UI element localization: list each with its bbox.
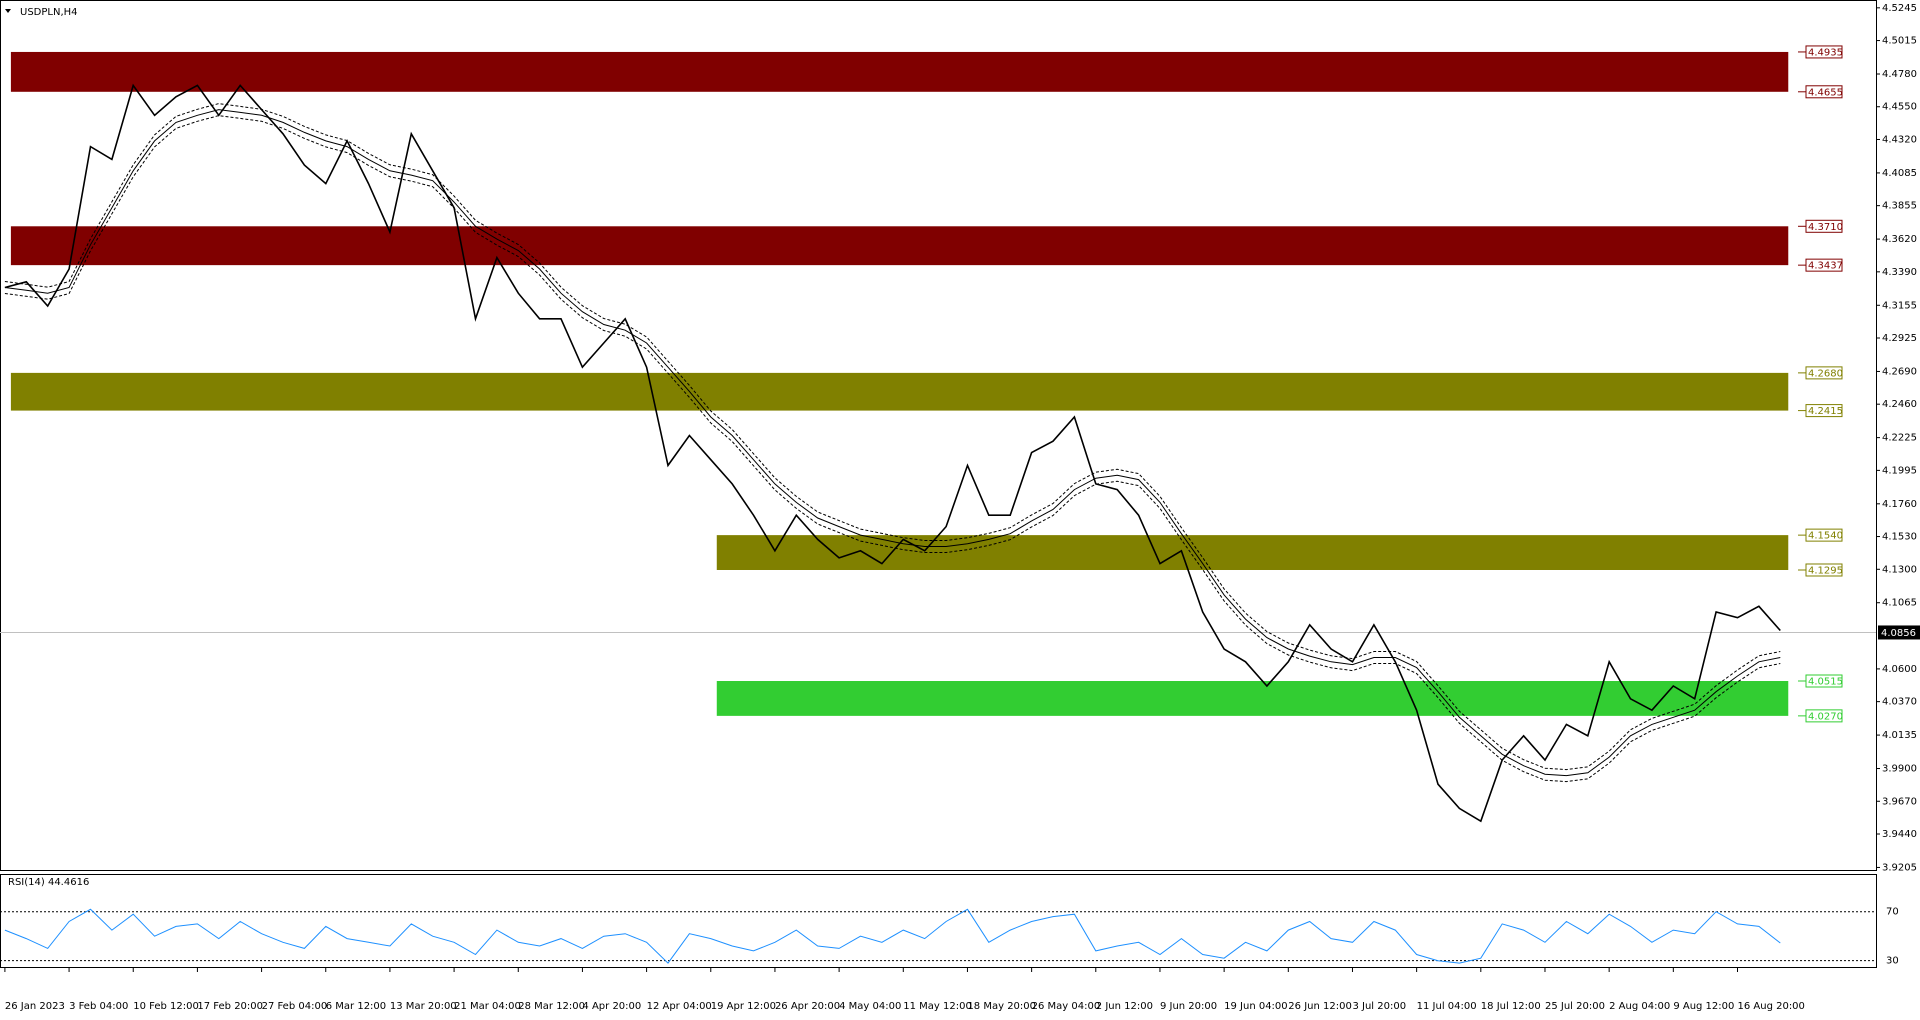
- zone-label-box: [1805, 45, 1843, 59]
- main-pane-frame: [0, 0, 1877, 871]
- x-tick-label: 12 Apr 04:00: [647, 1001, 712, 1012]
- rsi-line: [4, 908, 1781, 964]
- zone-label-box: [1805, 709, 1843, 723]
- x-tick-label: 19 Jun 04:00: [1224, 1001, 1288, 1012]
- zone: [716, 535, 1789, 570]
- zone-label: 4.3437: [1808, 261, 1843, 272]
- x-tick-label: 21 Mar 04:00: [454, 1001, 521, 1012]
- zone-label: 4.3710: [1808, 222, 1843, 233]
- x-tick-label: 27 Feb 04:00: [262, 1001, 328, 1012]
- x-tick-label: 3 Feb 04:00: [69, 1001, 128, 1012]
- x-tick-label: 25 Jul 20:00: [1545, 1001, 1605, 1012]
- ma-envelope: [4, 115, 1781, 783]
- zone-label: 4.4935: [1808, 47, 1843, 58]
- y-tick-label: 4.4780: [1882, 69, 1917, 80]
- rsi-title: RSI(14) 44.4616: [8, 877, 89, 888]
- y-tick-label: 4.5245: [1882, 3, 1917, 14]
- zone-label-box: [1805, 563, 1843, 577]
- zone-label: 4.1540: [1808, 531, 1843, 542]
- x-tick-label: 26 Jan 2023: [5, 1001, 65, 1012]
- x-tick-label: 6 Mar 12:00: [326, 1001, 386, 1012]
- y-tick-label: 4.1530: [1882, 532, 1917, 543]
- y-tick-label: 4.4320: [1882, 134, 1917, 145]
- zone: [10, 226, 1789, 266]
- y-tick-label: 4.4550: [1882, 102, 1917, 113]
- y-tick-label: 4.0370: [1882, 697, 1917, 708]
- chart-title: USDPLN,H4: [20, 7, 78, 18]
- title-arrow: [5, 9, 11, 13]
- zone-label: 4.4655: [1808, 87, 1843, 98]
- x-tick-label: 19 Apr 12:00: [711, 1001, 776, 1012]
- last-price-label: 4.0856: [1881, 628, 1916, 639]
- y-tick-label: 3.9670: [1882, 796, 1917, 807]
- zone-label-box: [1805, 366, 1843, 380]
- x-tick-label: 2 Jun 12:00: [1096, 1001, 1153, 1012]
- x-tick-label: 11 May 12:00: [903, 1001, 972, 1012]
- price-line: [4, 83, 1781, 823]
- x-tick-label: 10 Feb 12:00: [133, 1001, 199, 1012]
- zone-label: 4.0270: [1808, 711, 1843, 722]
- y-tick-label: 4.0600: [1882, 664, 1917, 675]
- rsi-tick-label: 70: [1886, 907, 1899, 918]
- x-tick-label: 9 Jun 20:00: [1160, 1001, 1217, 1012]
- rsi-pane-frame: [0, 874, 1877, 968]
- y-tick-label: 4.3155: [1882, 300, 1917, 311]
- x-tick-label: 4 May 04:00: [839, 1001, 901, 1012]
- x-tick-label: 9 Aug 12:00: [1673, 1001, 1734, 1012]
- zone: [10, 372, 1789, 411]
- zone: [10, 51, 1789, 92]
- y-tick-label: 4.3620: [1882, 234, 1917, 245]
- zone-label-box: [1805, 219, 1843, 233]
- ma-envelope: [4, 103, 1781, 771]
- y-tick-label: 4.2925: [1882, 333, 1917, 344]
- rsi-tick-label: 30: [1886, 956, 1899, 967]
- x-tick-label: 16 Aug 20:00: [1737, 1001, 1804, 1012]
- y-tick-label: 4.0135: [1882, 730, 1917, 741]
- y-tick-label: 3.9205: [1882, 862, 1917, 873]
- x-tick-label: 4 Apr 20:00: [582, 1001, 641, 1012]
- zone-label: 4.0515: [1808, 677, 1843, 688]
- y-tick-label: 4.2690: [1882, 366, 1917, 377]
- y-tick-label: 4.2460: [1882, 399, 1917, 410]
- y-tick-label: 4.4085: [1882, 168, 1917, 179]
- y-tick-label: 4.3390: [1882, 267, 1917, 278]
- zone-label-box: [1805, 674, 1843, 688]
- y-tick-label: 4.1995: [1882, 465, 1917, 476]
- y-tick-label: 4.3855: [1882, 201, 1917, 212]
- zone-label-box: [1805, 258, 1843, 272]
- y-tick-label: 4.2225: [1882, 433, 1917, 444]
- moving-average: [4, 109, 1781, 777]
- zone-label: 4.1295: [1808, 565, 1843, 576]
- y-tick-label: 3.9440: [1882, 829, 1917, 840]
- y-tick-label: 4.5015: [1882, 36, 1917, 47]
- x-tick-label: 18 May 20:00: [967, 1001, 1036, 1012]
- y-tick-label: 4.1300: [1882, 564, 1917, 575]
- x-tick-label: 26 May 04:00: [1032, 1001, 1101, 1012]
- zone-label: 4.2680: [1808, 368, 1843, 379]
- x-tick-label: 3 Jul 20:00: [1352, 1001, 1406, 1012]
- x-tick-label: 18 Jul 12:00: [1481, 1001, 1541, 1012]
- zone: [716, 681, 1789, 716]
- y-tick-label: 4.1760: [1882, 499, 1917, 510]
- x-tick-label: 13 Mar 20:00: [390, 1001, 457, 1012]
- last-price-box: [1878, 625, 1920, 640]
- zone-label: 4.2415: [1808, 406, 1843, 417]
- zone-label-box: [1805, 404, 1843, 418]
- y-tick-label: 4.1065: [1882, 598, 1917, 609]
- y-tick-label: 3.9900: [1882, 764, 1917, 775]
- x-tick-label: 28 Mar 12:00: [518, 1001, 585, 1012]
- zone-label-box: [1805, 85, 1843, 99]
- zone-label-box: [1805, 528, 1843, 542]
- x-tick-label: 26 Apr 20:00: [775, 1001, 840, 1012]
- x-tick-label: 17 Feb 20:00: [197, 1001, 263, 1012]
- x-tick-label: 11 Jul 04:00: [1417, 1001, 1477, 1012]
- x-tick-label: 26 Jun 12:00: [1288, 1001, 1352, 1012]
- x-tick-label: 2 Aug 04:00: [1609, 1001, 1670, 1012]
